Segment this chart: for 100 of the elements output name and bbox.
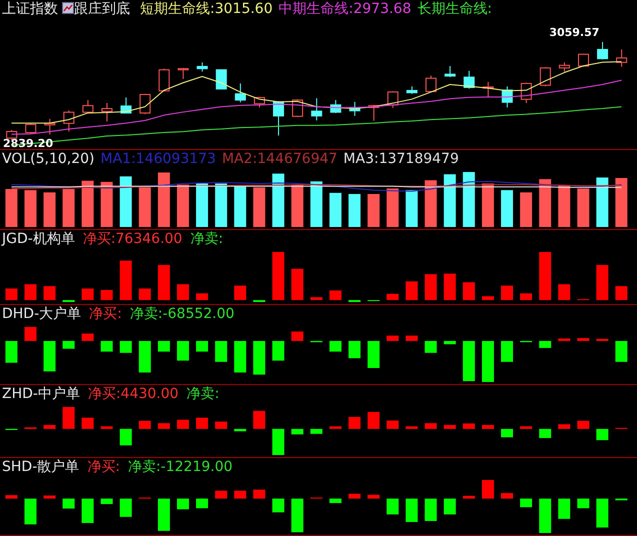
- bar: [215, 490, 228, 499]
- bar: [215, 422, 228, 429]
- text: 中期生命线:2973.68: [278, 1, 412, 17]
- bar: [386, 498, 399, 514]
- candlestick: [311, 98, 322, 121]
- bar: [406, 426, 418, 429]
- bar: [406, 281, 418, 300]
- text: 净卖:-12219.00: [128, 459, 233, 475]
- bar: [82, 418, 94, 429]
- bar: [501, 286, 514, 300]
- bar: [196, 418, 208, 429]
- bar: [329, 192, 342, 227]
- text: 净买:76346.00: [82, 231, 182, 247]
- text: 净卖:: [186, 386, 220, 402]
- text: 净卖:-68552.00: [130, 306, 234, 322]
- chart-title: DHD-大户单: [2, 306, 82, 322]
- text: 长期生命线:: [417, 1, 492, 17]
- candlestick: [444, 66, 456, 78]
- candlestick: [426, 75, 437, 93]
- bar: [329, 426, 342, 429]
- chart-title: ZHD-中户单: [2, 386, 80, 402]
- bar: [444, 498, 456, 514]
- bar: [368, 494, 380, 499]
- bar: [5, 495, 18, 499]
- bar: [424, 180, 437, 227]
- bar: [596, 498, 608, 528]
- bar: [348, 494, 361, 499]
- text: 净卖:: [190, 231, 224, 247]
- bar: [310, 297, 322, 300]
- bar: [615, 340, 628, 362]
- bar: [44, 192, 56, 227]
- bar: [120, 340, 132, 353]
- bar: [424, 498, 437, 521]
- bar: [176, 184, 189, 227]
- bar: [291, 498, 304, 532]
- bar: [196, 293, 208, 300]
- bar: [100, 426, 113, 429]
- bar: [24, 284, 36, 300]
- bar: [234, 186, 246, 227]
- bar: [215, 184, 228, 227]
- bar: [577, 338, 590, 341]
- bar: [291, 184, 304, 227]
- bar: [462, 496, 475, 499]
- series-label: MA1:146093173: [100, 151, 216, 167]
- bar: [62, 498, 75, 509]
- bar: [5, 189, 18, 227]
- bar: [386, 294, 399, 300]
- text: 净买:: [87, 459, 120, 475]
- bar: [368, 194, 380, 227]
- bar: [462, 423, 475, 429]
- bar: [24, 190, 36, 227]
- bar: [138, 288, 151, 300]
- bar: [406, 498, 418, 522]
- bar: [24, 498, 36, 524]
- bar: [234, 286, 246, 300]
- bar: [253, 490, 266, 499]
- text: 净买:: [89, 306, 122, 322]
- bar: [444, 340, 456, 344]
- text: 短期生命线:3015.60: [140, 1, 273, 17]
- bar: [577, 420, 590, 429]
- bar: [62, 340, 75, 349]
- bar: [501, 428, 514, 438]
- bar: [158, 340, 170, 352]
- bar: [5, 340, 18, 363]
- series-label: MA2:144676947: [222, 151, 338, 167]
- chart-title: 上证指数: [2, 1, 58, 17]
- bar: [520, 426, 532, 429]
- candlestick: [101, 102, 112, 122]
- bar: [44, 495, 56, 499]
- bar: [5, 288, 18, 300]
- bar: [482, 425, 494, 429]
- bar: [82, 288, 94, 300]
- bar: [501, 340, 514, 362]
- bar: [558, 424, 570, 429]
- bar: [234, 490, 246, 499]
- candlestick: [63, 110, 74, 132]
- bar: [158, 498, 170, 531]
- bar: [82, 498, 94, 524]
- bar: [100, 182, 113, 227]
- bar: [44, 340, 56, 372]
- bar: [158, 172, 170, 227]
- bar: [424, 274, 437, 300]
- bar: [482, 340, 494, 382]
- bar: [462, 282, 475, 300]
- bar: [62, 189, 75, 227]
- bar: [120, 428, 132, 446]
- bar: [310, 181, 322, 227]
- bar: [615, 286, 628, 300]
- bar: [62, 407, 75, 429]
- bar: [386, 188, 399, 227]
- bar: [176, 498, 189, 510]
- candlestick: [25, 122, 36, 134]
- bar: [444, 174, 456, 227]
- candlestick: [464, 70, 475, 90]
- bar: [386, 336, 399, 341]
- bar: [158, 264, 170, 300]
- chart-title: VOL(5,10,20): [2, 151, 95, 167]
- candlestick: [578, 53, 589, 68]
- text: 净买:4430.00: [88, 386, 179, 402]
- bar: [348, 416, 361, 429]
